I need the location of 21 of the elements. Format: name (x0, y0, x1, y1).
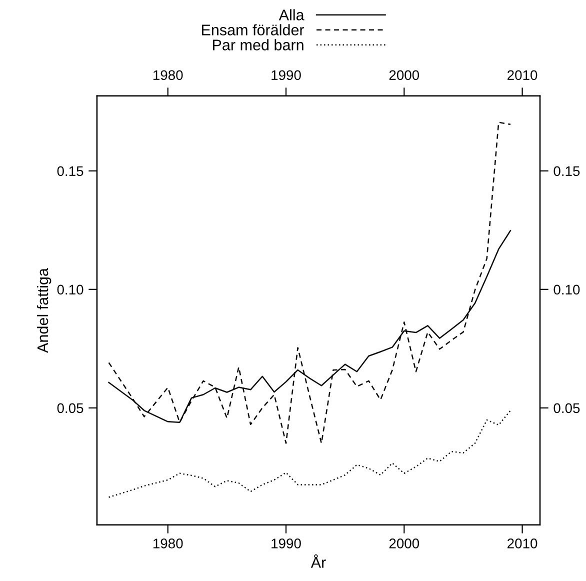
legend-label: Alla (278, 9, 304, 20)
y2-tick-label: 0.10 (554, 284, 580, 295)
y-tick-label: 0.10 (57, 284, 84, 295)
line-series (108, 410, 512, 498)
x2-tick-label: 1990 (272, 70, 301, 80)
legend-label: Par med barn (213, 39, 304, 50)
y2-tick-label: 0.05 (554, 403, 580, 414)
x-tick-label: 1980 (153, 538, 183, 548)
legend-label: Ensam förälder (202, 24, 304, 36)
line-series (108, 122, 512, 444)
x-tick-label: 2000 (389, 538, 420, 548)
y-tick-label: 0.15 (57, 166, 84, 176)
x2-tick-label: 1980 (153, 70, 183, 80)
y-axis-title: Andel fattiga (36, 268, 52, 353)
x-tick-label: 2010 (508, 538, 538, 548)
x2-tick-label: 2000 (389, 70, 420, 80)
x2-tick-label: 2010 (508, 70, 538, 80)
x-axis-title: År (310, 554, 326, 568)
x-tick-label: 1990 (272, 538, 301, 548)
y-tick-label: 0.05 (57, 403, 84, 414)
y2-tick-label: 0.15 (554, 166, 580, 176)
